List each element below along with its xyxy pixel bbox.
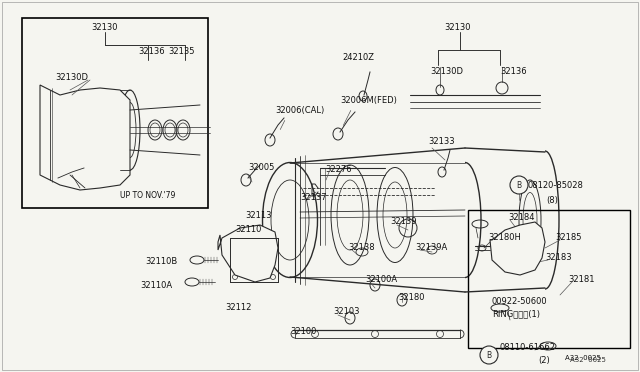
Text: RINGリング(1): RINGリング(1) — [492, 310, 540, 318]
Text: 32130: 32130 — [92, 23, 118, 32]
Text: 32005: 32005 — [248, 164, 275, 173]
Text: B: B — [516, 180, 522, 189]
Text: B: B — [486, 350, 492, 359]
Text: 32103: 32103 — [333, 308, 360, 317]
Bar — [22, 18, 208, 208]
Text: 32130D: 32130D — [430, 67, 463, 77]
Bar — [468, 210, 630, 348]
Text: 32139: 32139 — [390, 218, 417, 227]
Polygon shape — [490, 222, 545, 275]
Text: 32100: 32100 — [290, 327, 316, 337]
Text: (2): (2) — [538, 356, 550, 365]
Text: 08110-61662: 08110-61662 — [500, 343, 556, 353]
Text: 32130: 32130 — [445, 23, 471, 32]
Text: 32133: 32133 — [428, 138, 454, 147]
Text: 32139A: 32139A — [415, 244, 447, 253]
Polygon shape — [218, 225, 278, 282]
Text: 32100A: 32100A — [365, 276, 397, 285]
Text: 32006(CAL): 32006(CAL) — [275, 106, 324, 115]
Text: 32135: 32135 — [168, 48, 195, 57]
Text: 32006M(FED): 32006M(FED) — [340, 96, 397, 105]
Text: 32180H: 32180H — [488, 234, 521, 243]
Text: 32110A: 32110A — [140, 280, 172, 289]
Text: 00922-50600: 00922-50600 — [492, 298, 548, 307]
Text: 24210Z: 24210Z — [342, 54, 374, 62]
Text: A32  0025: A32 0025 — [565, 355, 601, 361]
Text: 08120-85028: 08120-85028 — [528, 180, 584, 189]
Text: 32138: 32138 — [348, 244, 374, 253]
Polygon shape — [40, 85, 130, 190]
Text: 32180: 32180 — [398, 294, 424, 302]
Text: 32110: 32110 — [235, 225, 261, 234]
Text: 32112: 32112 — [225, 304, 252, 312]
Text: 32183: 32183 — [545, 253, 572, 263]
Text: 32136: 32136 — [500, 67, 527, 77]
Text: 32110B: 32110B — [145, 257, 177, 266]
Text: (8): (8) — [546, 196, 558, 205]
Text: UP TO NOV.'79: UP TO NOV.'79 — [120, 190, 176, 199]
Circle shape — [510, 176, 528, 194]
Text: 32130D: 32130D — [55, 74, 88, 83]
Text: 32113: 32113 — [245, 211, 271, 219]
Text: 32276: 32276 — [325, 166, 351, 174]
Text: 32185: 32185 — [555, 234, 582, 243]
Text: A32  0025: A32 0025 — [570, 357, 606, 363]
Circle shape — [480, 346, 498, 364]
Text: 32184: 32184 — [508, 214, 534, 222]
Text: 32137: 32137 — [300, 193, 326, 202]
Text: 32136: 32136 — [138, 48, 164, 57]
Text: 32181: 32181 — [568, 276, 595, 285]
